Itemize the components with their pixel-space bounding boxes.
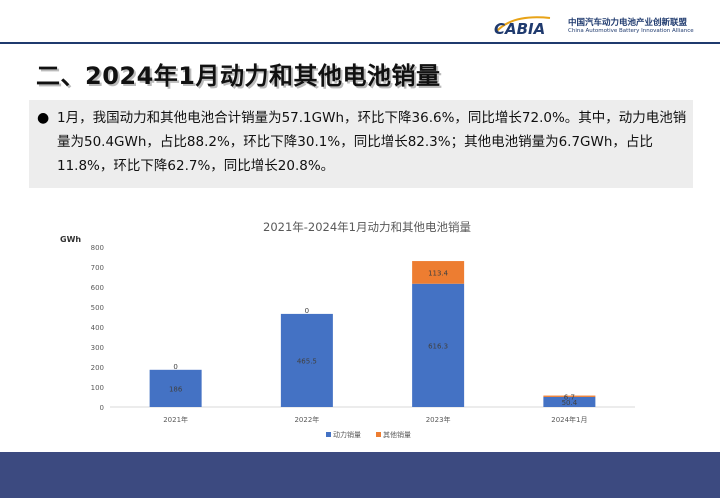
data-label: 50.4 — [562, 399, 578, 407]
legend-swatch — [326, 432, 331, 437]
y-tick-label: 500 — [91, 304, 104, 312]
bar-other — [543, 395, 596, 397]
summary-box: ● 1月，我国动力和其他电池合计销量为57.1GWh，环比下降36.6%，同比增… — [29, 100, 693, 188]
org-name-en: China Automotive Battery Innovation Alli… — [568, 28, 694, 34]
legend-label: 其他销量 — [383, 430, 411, 439]
x-tick-label: 2021年 — [163, 415, 188, 424]
y-tick-label: 0 — [100, 404, 104, 412]
bar-power — [412, 283, 465, 407]
y-tick-label: 800 — [91, 244, 104, 252]
page-title: 二、2024年1月动力和其他电池销量 — [36, 62, 441, 90]
logo: CABIA 中国汽车动力电池产业创新联盟 China Automotive Ba… — [492, 10, 720, 40]
cabia-logo-icon: CABIA — [494, 16, 551, 38]
sales-chart: 2021年-2024年1月动力和其他电池销量 GWh 0 100 200 300 400… — [60, 220, 635, 439]
legend-swatch — [376, 432, 381, 437]
data-label: 0 — [305, 307, 309, 315]
org-name-cn: 中国汽车动力电池产业创新联盟 — [568, 18, 688, 28]
bar-power — [149, 369, 202, 407]
bar-power — [280, 313, 333, 407]
bar-power — [543, 396, 596, 407]
data-label: 6.7 — [564, 393, 575, 401]
y-tick-label: 700 — [91, 264, 104, 272]
x-tick-label: 2023年 — [426, 415, 451, 424]
y-tick-label: 600 — [91, 284, 104, 292]
summary-text: 1月，我国动力和其他电池合计销量为57.1GWh，环比下降36.6%，同比增长7… — [57, 110, 687, 174]
bar-other — [412, 261, 465, 284]
data-label: 113.4 — [428, 269, 449, 277]
legend-label: 动力销量 — [333, 430, 361, 439]
logo-text: CABIA — [494, 20, 545, 38]
chart-title: 2021年-2024年1月动力和其他电池销量 — [263, 220, 471, 234]
page-title-shadow: 二、2024年1月动力和其他电池销量 — [38, 64, 443, 92]
data-label: 186 — [169, 385, 183, 393]
header-divider — [0, 42, 720, 44]
y-axis-label: GWh — [60, 235, 81, 244]
y-tick-label: 400 — [91, 324, 104, 332]
data-label: 616.3 — [428, 342, 448, 350]
x-tick-label: 2022年 — [294, 415, 319, 424]
data-label: 0 — [173, 363, 177, 371]
data-label: 465.5 — [297, 357, 317, 365]
bullet-icon: ● — [37, 110, 50, 126]
y-tick-label: 200 — [91, 364, 104, 372]
footer-bar — [0, 452, 720, 498]
x-tick-label: 2024年1月 — [551, 415, 587, 424]
y-tick-label: 100 — [91, 384, 104, 392]
y-tick-label: 300 — [91, 344, 104, 352]
